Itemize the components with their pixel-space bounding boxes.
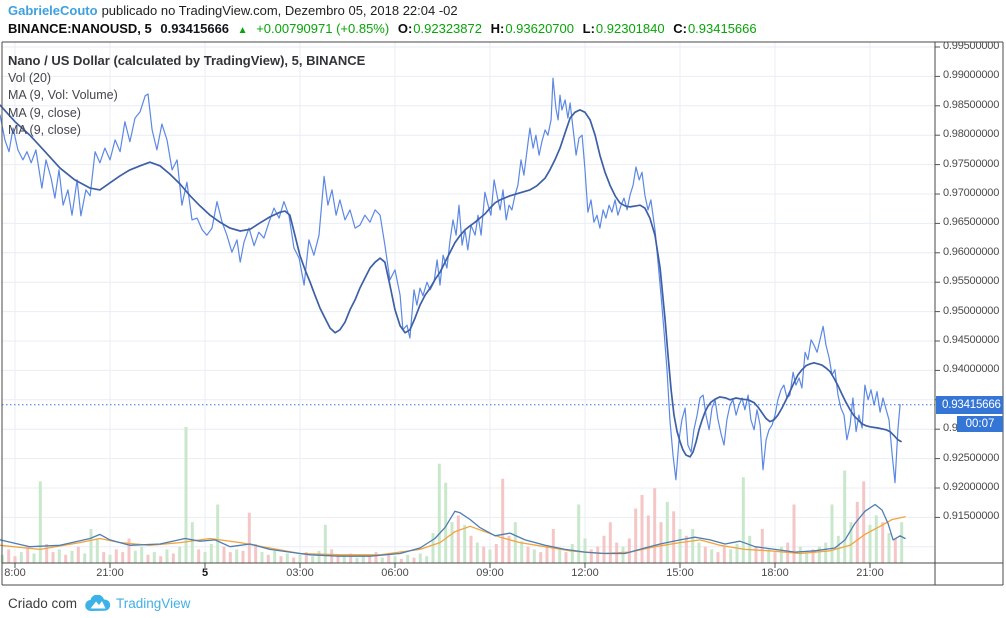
legend-study-item[interactable]: Vol (20) <box>8 70 52 85</box>
symbol-ohlc-bar: BINANCE:NANOUSD, 5 0.93415666 ▲ +0.00790… <box>8 21 762 36</box>
time-axis-label[interactable]: 09:00 <box>476 567 504 579</box>
time-axis-label[interactable]: 5 <box>201 567 209 579</box>
legend-study-item[interactable]: MA (9, Vol: Volume) <box>8 88 118 102</box>
price-axis-label[interactable]: 0.94000000 <box>943 363 1000 375</box>
price-axis-label[interactable]: 0.92000000 <box>943 481 1000 493</box>
open-label: O: <box>397 21 413 36</box>
price-change: +0.00790971 (+0.85%) <box>256 21 390 36</box>
price-axis-label[interactable]: 0.97000000 <box>943 187 1000 199</box>
price-axis-label[interactable]: 0.95000000 <box>943 305 1000 317</box>
time-axis-label[interactable]: 21:00 <box>96 567 124 579</box>
footer: Criado com TradingView <box>8 592 190 614</box>
price-axis-label[interactable]: 0.94500000 <box>943 334 1000 346</box>
publish-text: publicado no TradingView.com, Dezembro 0… <box>101 3 458 18</box>
time-axis-label[interactable]: 18:00 <box>761 567 789 579</box>
close-label: C: <box>673 21 687 36</box>
legend-study-item[interactable]: MA (9, close) <box>8 123 81 137</box>
tradingview-logo-icon[interactable] <box>85 594 111 612</box>
time-axis-label[interactable]: 8:00 <box>4 567 26 579</box>
price-axis-label[interactable]: 0.96000000 <box>943 246 1000 258</box>
last-price: 0.93415666 <box>160 21 230 36</box>
price-axis-label[interactable]: 0.91500000 <box>943 510 1000 522</box>
price-axis-label[interactable]: 0.99500000 <box>943 40 1000 52</box>
price-axis-label[interactable]: 0.92500000 <box>943 452 1000 464</box>
high-label: H: <box>490 21 505 36</box>
legend-title[interactable]: Nano / US Dollar (calculated by TradingV… <box>8 53 366 68</box>
price-axis-label[interactable]: 0.98500000 <box>943 99 1000 111</box>
legend-study-item[interactable]: MA (9, close) <box>8 105 81 120</box>
time-axis-label[interactable]: 21:00 <box>856 567 884 579</box>
price-axis-label[interactable]: 0.98000000 <box>943 128 1000 140</box>
low-value: 0.92301840 <box>595 21 665 36</box>
chart-legend: Nano / US Dollar (calculated by TradingV… <box>8 52 365 140</box>
price-axis-label[interactable]: 0.95500000 <box>943 275 1000 287</box>
footer-text: Criado com <box>8 595 78 611</box>
publish-info: GabrieleCouto publicado no TradingView.co… <box>8 3 458 18</box>
bar-countdown-timer: 00:07 <box>957 416 1003 432</box>
time-axis-label[interactable]: 15:00 <box>666 567 694 579</box>
author-link[interactable]: GabrieleCouto <box>8 3 98 18</box>
close-value: 0.93415666 <box>687 21 757 36</box>
current-price-tag: 0.93415666 <box>936 396 1003 414</box>
time-axis-label[interactable]: 12:00 <box>571 567 599 579</box>
price-axis-label[interactable]: 0.97500000 <box>943 158 1000 170</box>
symbol-name: BINANCE:NANOUSD, 5 <box>8 21 152 36</box>
price-axis-label[interactable]: 0.96500000 <box>943 216 1000 228</box>
time-axis-label[interactable]: 06:00 <box>381 567 409 579</box>
up-arrow-icon: ▲ <box>237 25 248 36</box>
low-label: L: <box>582 21 595 36</box>
tradingview-brand-link[interactable]: TradingView <box>116 595 191 611</box>
price-axis-label[interactable]: 0.99000000 <box>943 69 1000 81</box>
high-value: 0.93620700 <box>505 21 574 36</box>
time-axis-label[interactable]: 03:00 <box>286 567 314 579</box>
open-value: 0.92323872 <box>413 21 482 36</box>
